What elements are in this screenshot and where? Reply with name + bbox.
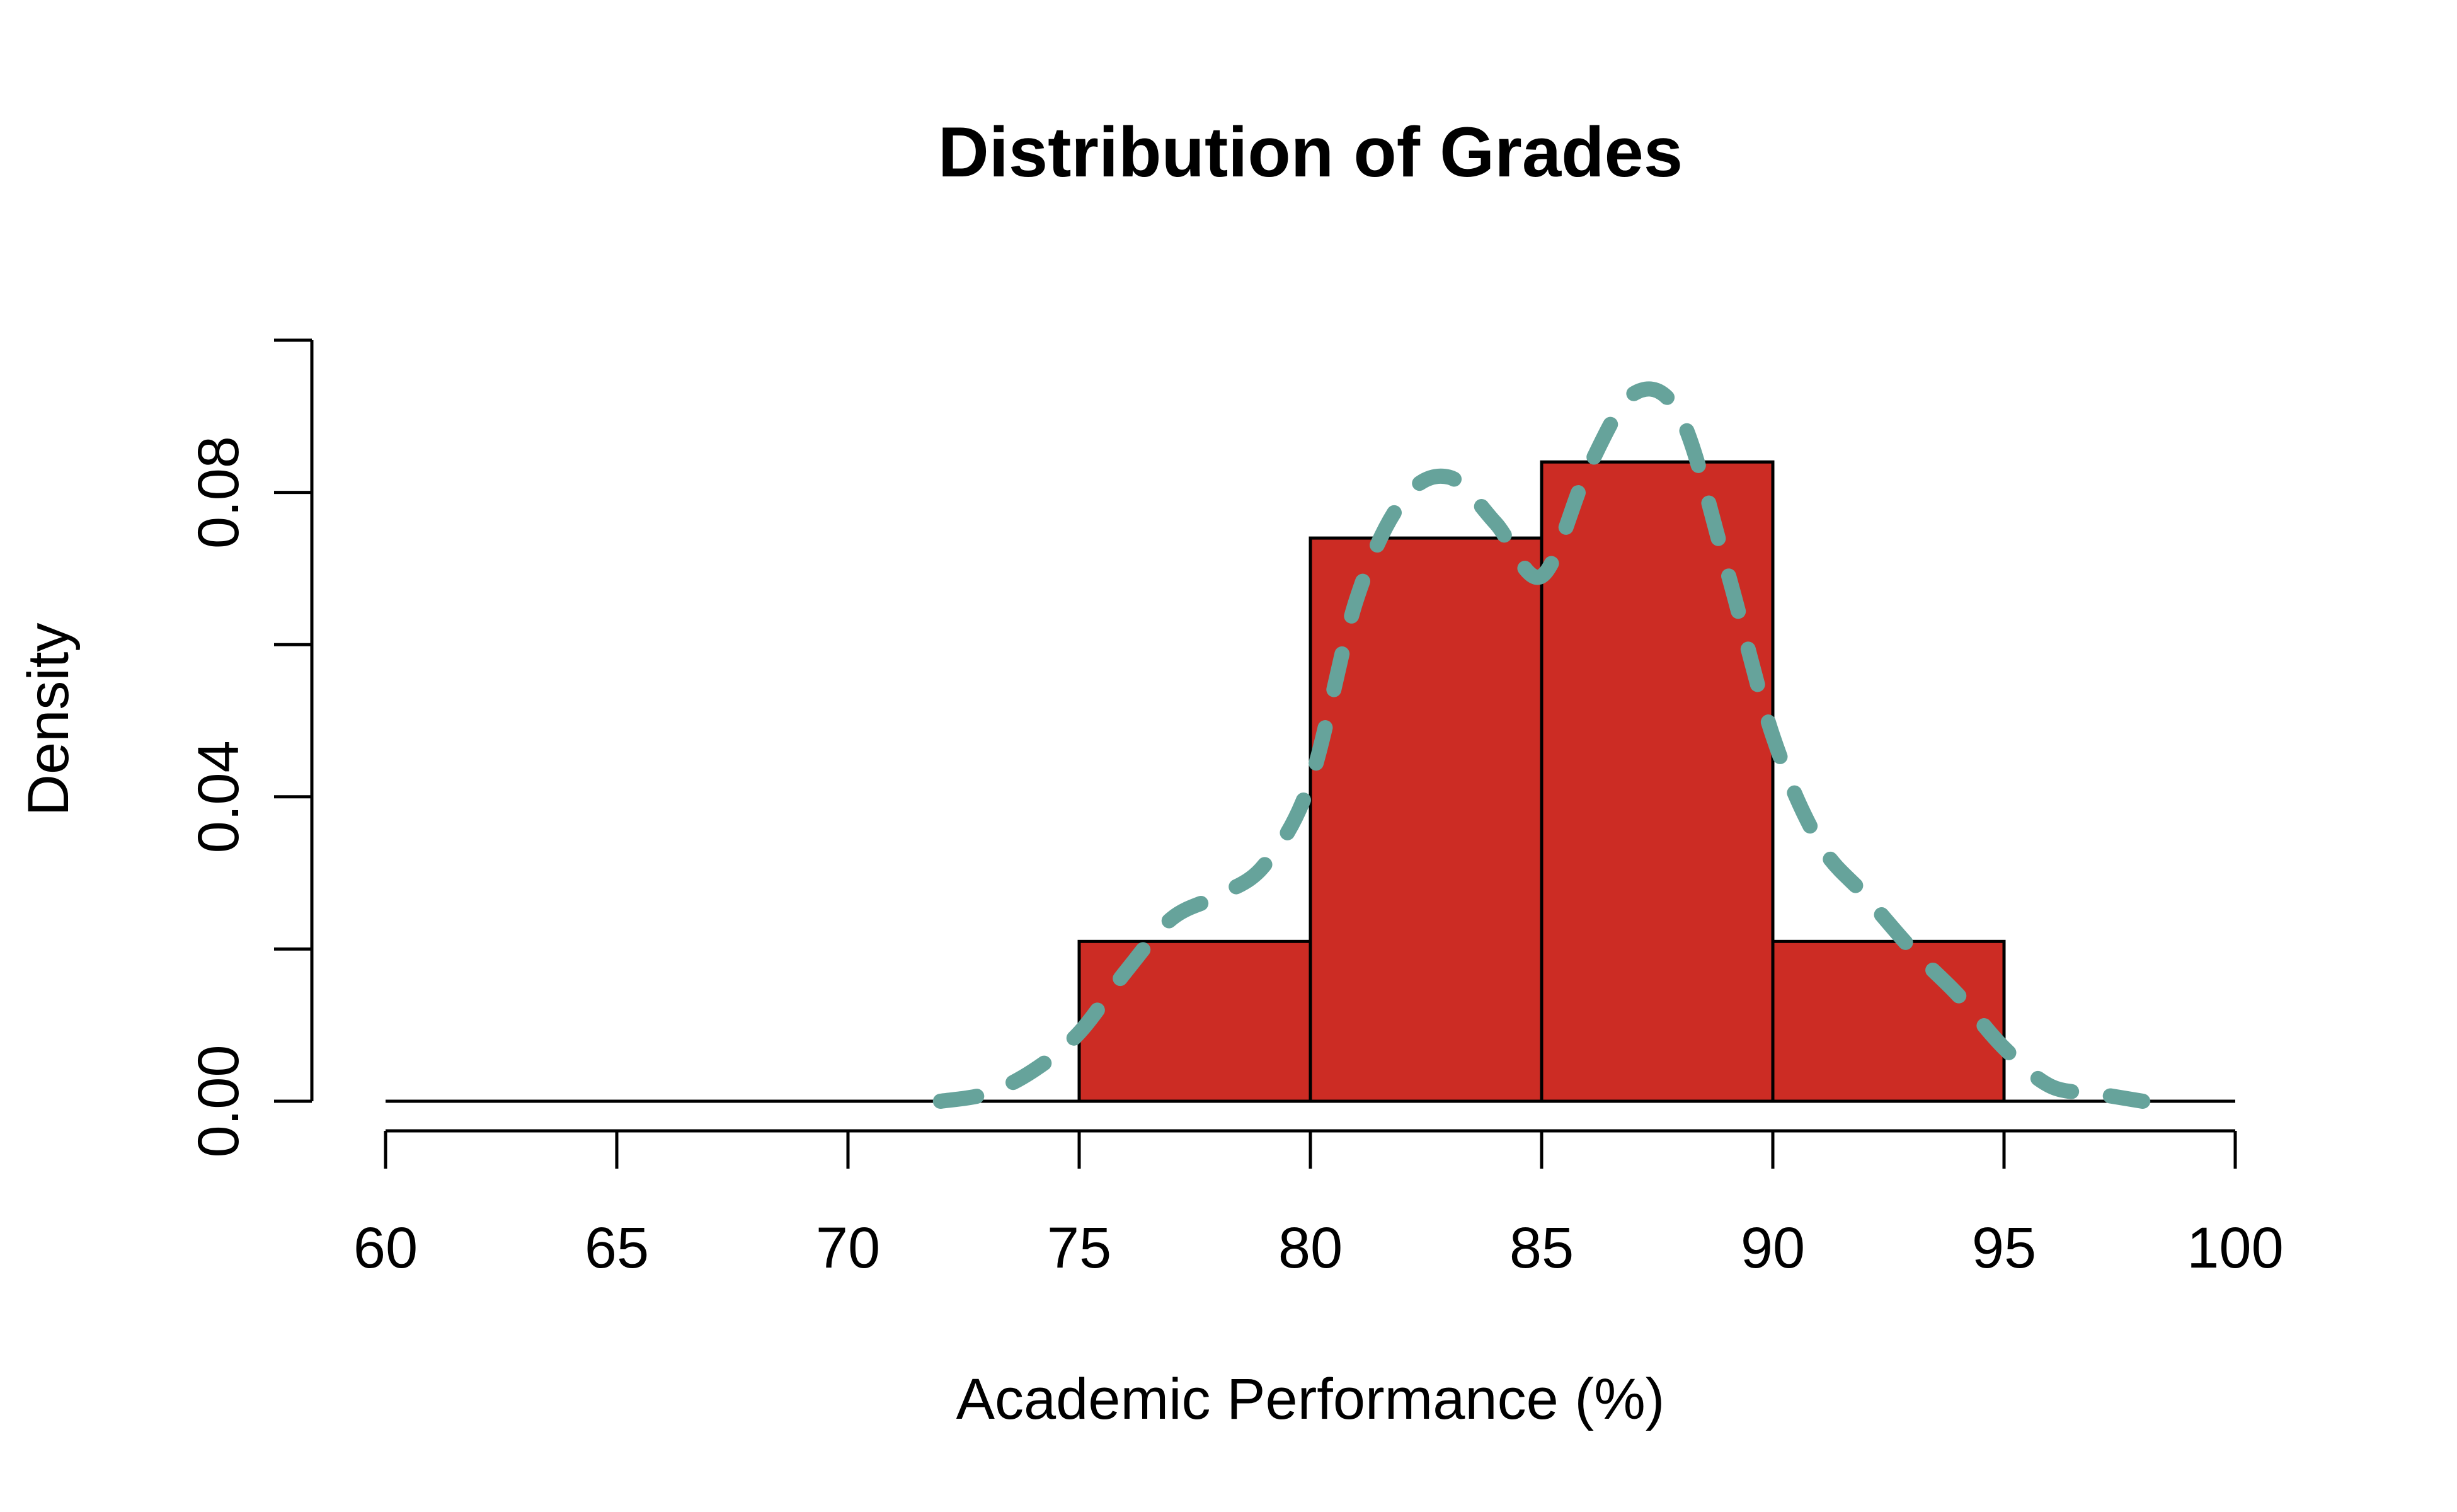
chart-title: Distribution of Grades — [938, 113, 1683, 192]
x-tick-label: 85 — [1509, 1216, 1574, 1280]
x-tick-label: 70 — [816, 1216, 880, 1280]
histogram-bar — [1077, 939, 1312, 1103]
x-tick-label: 80 — [1278, 1216, 1343, 1280]
x-tick-label: 100 — [2187, 1216, 2284, 1280]
x-axis-label: Academic Performance (%) — [956, 1367, 1665, 1431]
x-tick-label: 65 — [585, 1216, 649, 1280]
x-tick-label: 60 — [353, 1216, 418, 1280]
x-tick-label: 75 — [1047, 1216, 1111, 1280]
x-axis: 60 65 70 75 80 85 90 95 100 — [353, 1129, 2284, 1280]
histogram-bars — [1077, 460, 2006, 1103]
y-tick-label: 0.00 — [186, 1045, 251, 1157]
y-tick-label: 0.08 — [186, 436, 251, 549]
y-axis: 0.00 0.04 0.08 — [186, 338, 314, 1158]
histogram-bar — [1309, 536, 1544, 1103]
x-tick-label: 90 — [1741, 1216, 1805, 1280]
histogram-bar — [1771, 939, 2006, 1103]
x-tick-label: 95 — [1972, 1216, 2036, 1280]
histogram-bar — [1540, 460, 1775, 1103]
density-curve — [932, 381, 2151, 1109]
density-curve-group — [932, 381, 2151, 1109]
y-tick-label: 0.04 — [186, 740, 251, 853]
y-axis-label: Density — [16, 623, 81, 816]
